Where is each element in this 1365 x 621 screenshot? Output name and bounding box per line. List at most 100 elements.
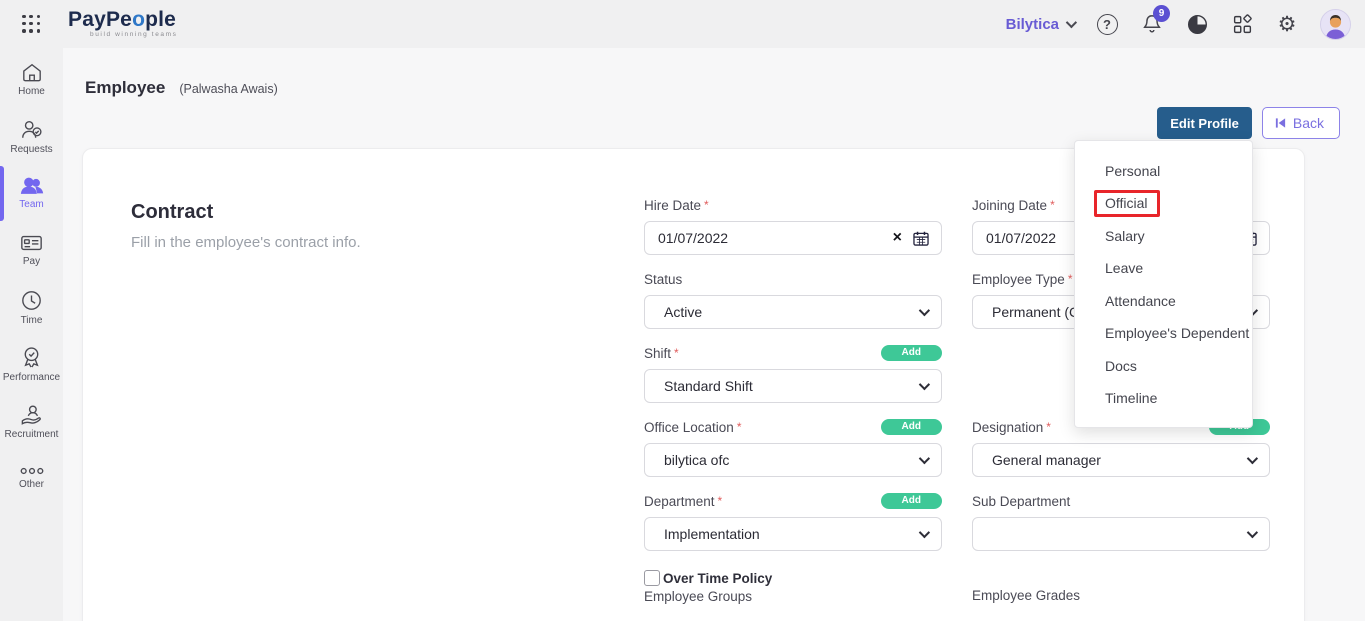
hire-date-value: 01/07/2022 — [658, 230, 729, 246]
sidebar-item-team[interactable]: Team — [0, 165, 63, 222]
chevron-down-icon — [1246, 452, 1259, 465]
clock-icon — [22, 290, 41, 310]
office-location-select[interactable]: bilytica ofc — [644, 443, 942, 477]
apps-menu-icon[interactable] — [22, 14, 41, 34]
shift-value: Standard Shift — [664, 378, 753, 394]
card-title: Contract — [131, 201, 214, 223]
modules-grid-icon — [1233, 13, 1252, 33]
required-marker: * — [717, 494, 723, 508]
notifications-button[interactable]: 9 — [1140, 5, 1170, 36]
sidebar-item-label: Requests — [10, 143, 53, 155]
required-marker: * — [1046, 420, 1051, 434]
employee-type-label: Employee Type — [972, 271, 1065, 287]
form-left-column: Hire Date * 01/07/2022 × Status Active — [644, 195, 942, 621]
menu-item-salary[interactable]: Salary — [1105, 227, 1145, 244]
field-status: Status Active — [644, 269, 942, 329]
employee-groups-label: Employee Groups — [644, 589, 753, 604]
back-icon — [1275, 118, 1285, 128]
card-description: Fill in the employee's contract info. — [131, 234, 361, 251]
office-location-value: bilytica ofc — [664, 452, 730, 468]
calendar-icon[interactable] — [913, 231, 929, 246]
menu-item-employees-dependent[interactable]: Employee's Dependent — [1105, 325, 1250, 342]
menu-item-official[interactable]: Official — [1075, 187, 1252, 219]
gear-icon: ⚙ — [1277, 12, 1297, 36]
department-add-button[interactable]: Add — [880, 493, 942, 509]
office-location-add-button[interactable]: Add — [880, 419, 942, 435]
topbar: PayPeople build winning teams Bilytica ?… — [0, 0, 1365, 48]
menu-item-attendance[interactable]: Attendance — [1105, 292, 1176, 309]
sidebar-item-performance[interactable]: Performance — [0, 336, 63, 393]
help-icon: ? — [1096, 13, 1118, 35]
employee-grades-label: Employee Grades — [972, 588, 1081, 603]
department-select[interactable]: Implementation — [644, 517, 942, 551]
performance-badge-icon — [24, 347, 39, 368]
sidebar-item-recruitment[interactable]: Recruitment — [0, 393, 63, 450]
menu-item-personal[interactable]: Personal — [1105, 163, 1161, 180]
paypeople-logo[interactable]: PayPeople build winning teams — [68, 9, 178, 39]
sidebar-item-label: Team — [19, 199, 44, 210]
sidebar-item-other[interactable]: Other — [0, 450, 63, 507]
menu-item-timeline[interactable]: Timeline — [1105, 389, 1158, 406]
sub-department-select[interactable] — [972, 517, 1270, 551]
hire-date-label: Hire Date — [644, 197, 702, 213]
field-shift: Shift * Add Standard Shift — [644, 343, 942, 403]
shift-add-button[interactable]: Add — [880, 345, 942, 361]
help-button[interactable]: ? — [1095, 12, 1119, 36]
overtime-policy-checkbox[interactable] — [644, 570, 660, 586]
shift-select[interactable]: Standard Shift — [644, 369, 942, 403]
shift-label: Shift — [644, 345, 672, 361]
recruitment-icon — [21, 405, 41, 425]
designation-value: General manager — [992, 452, 1101, 468]
required-marker: * — [1067, 272, 1073, 286]
active-indicator — [0, 166, 4, 221]
designation-select[interactable]: General manager — [972, 443, 1270, 477]
logo-o-mark: o — [132, 8, 146, 32]
chevron-down-icon — [1065, 16, 1078, 29]
sidebar-item-label: Performance — [2, 372, 61, 383]
back-label: Back — [1292, 115, 1324, 131]
employee-name: (Palwasha Awais) — [179, 82, 278, 96]
chevron-down-icon — [918, 526, 931, 539]
employee-type-value: Permanent (Con — [992, 304, 1095, 320]
chevron-down-icon — [918, 378, 931, 391]
hire-date-input[interactable]: 01/07/2022 × — [644, 221, 942, 255]
user-avatar[interactable] — [1320, 8, 1351, 40]
overtime-policy-label: Over Time Policy — [663, 570, 773, 586]
avatar-image — [1321, 9, 1350, 39]
menu-item-leave[interactable]: Leave — [1105, 260, 1144, 277]
clear-icon[interactable]: × — [892, 229, 902, 246]
sidebar-item-label: Pay — [22, 256, 41, 267]
status-select[interactable]: Active — [644, 295, 942, 329]
pay-icon — [21, 235, 42, 251]
sub-department-label: Sub Department — [972, 493, 1071, 509]
card-intro: Contract Fill in the employee's contract… — [131, 195, 644, 621]
field-hire-date: Hire Date * 01/07/2022 × — [644, 195, 942, 255]
team-icon — [20, 177, 43, 194]
required-marker: * — [1050, 198, 1055, 212]
logo-text: PayPeople — [68, 8, 177, 32]
required-marker: * — [736, 420, 742, 434]
overtime-policy-row: Over Time Policy — [644, 570, 942, 586]
modules-button[interactable] — [1230, 12, 1254, 36]
spacer — [972, 565, 1270, 588]
edit-profile-button[interactable]: Edit Profile — [1157, 107, 1252, 139]
sidebar-item-requests[interactable]: Requests — [0, 108, 63, 165]
sidebar-item-pay[interactable]: Pay — [0, 222, 63, 279]
theme-contrast-button[interactable] — [1185, 12, 1209, 36]
org-switcher[interactable]: Bilytica — [1006, 16, 1078, 33]
sidebar-item-time[interactable]: Time — [0, 279, 63, 336]
back-button[interactable]: Back — [1261, 107, 1340, 139]
status-label: Status — [644, 271, 683, 287]
sidebar-item-home[interactable]: Home — [0, 51, 63, 108]
settings-button[interactable]: ⚙ — [1275, 12, 1299, 36]
chevron-down-icon — [1246, 526, 1259, 539]
contrast-icon — [1187, 14, 1207, 34]
sidebar-item-label: Other — [18, 479, 44, 490]
menu-item-docs[interactable]: Docs — [1105, 357, 1137, 374]
page-title: Employee — [85, 78, 166, 97]
requests-icon — [22, 120, 42, 138]
header-actions: Edit Profile Back — [1157, 107, 1340, 139]
field-department: Department * Add Implementation — [644, 491, 942, 551]
annotation-highlight-box: Official — [1094, 190, 1160, 218]
home-icon — [22, 63, 41, 82]
